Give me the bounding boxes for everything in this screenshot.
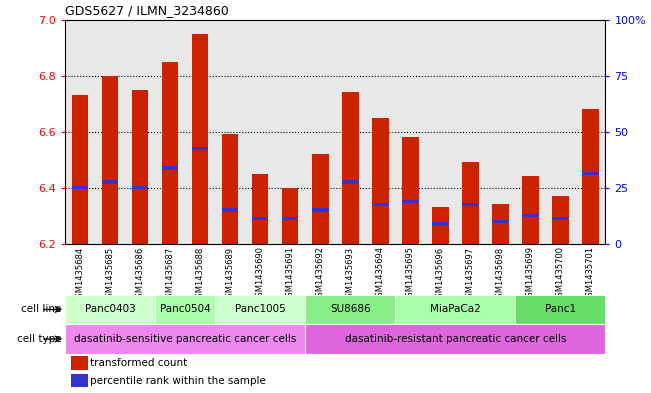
Bar [582, 172, 599, 175]
Bar [72, 95, 89, 244]
Bar [486, 20, 516, 244]
Bar [552, 196, 569, 244]
Bar [492, 204, 508, 244]
Bar [222, 208, 238, 212]
Bar [252, 174, 268, 244]
Bar [395, 295, 516, 324]
Bar [252, 217, 268, 220]
Bar [95, 20, 125, 244]
Bar [155, 20, 185, 244]
Bar [516, 295, 605, 324]
Bar [222, 134, 238, 244]
Bar [372, 118, 389, 244]
Bar [132, 90, 148, 244]
Text: Panc1: Panc1 [545, 305, 576, 314]
Bar [275, 20, 305, 244]
Bar [335, 20, 365, 244]
Bar [192, 34, 208, 244]
Text: percentile rank within the sample: percentile rank within the sample [90, 376, 266, 386]
Bar [282, 187, 299, 244]
Bar [552, 217, 569, 220]
Bar [425, 20, 455, 244]
Bar [162, 166, 178, 170]
Bar [342, 92, 359, 244]
Bar [70, 374, 88, 387]
Bar [516, 20, 546, 244]
Bar [102, 180, 118, 184]
Bar [125, 20, 155, 244]
Text: GDS5627 / ILMN_3234860: GDS5627 / ILMN_3234860 [65, 4, 229, 17]
Bar [305, 295, 395, 324]
Bar [402, 200, 419, 203]
Bar [522, 176, 538, 244]
Bar [65, 295, 155, 324]
Bar [522, 214, 538, 217]
Bar [305, 324, 605, 354]
Text: transformed count: transformed count [90, 358, 187, 368]
Bar [102, 75, 118, 244]
Text: SU8686: SU8686 [330, 305, 370, 314]
Text: Panc0504: Panc0504 [159, 305, 210, 314]
Bar [395, 20, 425, 244]
Text: dasatinib-sensitive pancreatic cancer cells: dasatinib-sensitive pancreatic cancer ce… [74, 334, 296, 344]
Bar [305, 20, 335, 244]
Bar [312, 154, 329, 244]
Bar [215, 295, 305, 324]
Bar [162, 62, 178, 244]
Bar [402, 137, 419, 244]
Bar [245, 20, 275, 244]
Bar [432, 207, 449, 244]
Bar [192, 147, 208, 150]
Bar [65, 20, 95, 244]
Bar [432, 222, 449, 226]
Bar [72, 186, 89, 189]
Bar [546, 20, 575, 244]
Bar [492, 220, 508, 223]
Text: Panc0403: Panc0403 [85, 305, 135, 314]
Bar [155, 295, 215, 324]
Bar [365, 20, 395, 244]
Bar [582, 109, 599, 244]
Text: cell line: cell line [21, 305, 62, 314]
Bar [282, 217, 299, 220]
Text: cell type: cell type [17, 334, 62, 344]
Bar [215, 20, 245, 244]
Bar [462, 162, 478, 244]
Text: Panc1005: Panc1005 [235, 305, 286, 314]
Bar [132, 186, 148, 189]
Text: MiaPaCa2: MiaPaCa2 [430, 305, 480, 314]
Bar [462, 203, 478, 206]
Bar [312, 208, 329, 212]
Bar [185, 20, 215, 244]
Bar [65, 324, 305, 354]
Bar [70, 356, 88, 369]
Bar [342, 180, 359, 184]
Bar [372, 203, 389, 206]
Bar [455, 20, 486, 244]
Text: dasatinib-resistant pancreatic cancer cells: dasatinib-resistant pancreatic cancer ce… [344, 334, 566, 344]
Bar [575, 20, 605, 244]
